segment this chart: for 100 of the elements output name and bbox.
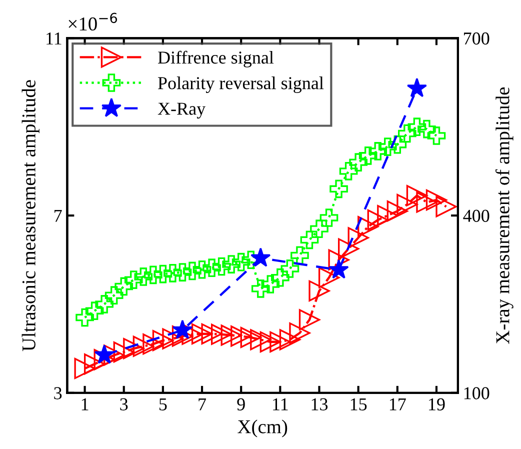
point bbox=[338, 238, 360, 260]
point bbox=[202, 258, 221, 278]
point bbox=[124, 270, 143, 289]
point bbox=[418, 120, 436, 138]
point bbox=[240, 326, 262, 348]
y2-tick-label: 700 bbox=[464, 32, 490, 45]
point bbox=[378, 138, 397, 156]
point bbox=[76, 308, 94, 327]
point bbox=[290, 246, 309, 265]
point bbox=[289, 322, 310, 344]
y2-axis-title: X-ray measurement of amplitude bbox=[495, 87, 514, 344]
point bbox=[348, 227, 369, 248]
point bbox=[386, 200, 408, 222]
x-tick-label: 11 bbox=[273, 398, 288, 410]
point bbox=[123, 338, 144, 360]
point bbox=[232, 252, 250, 272]
point bbox=[367, 209, 388, 231]
point bbox=[349, 153, 368, 172]
x-tick-label: 17 bbox=[390, 398, 406, 410]
point bbox=[95, 295, 114, 314]
point bbox=[416, 192, 438, 213]
point bbox=[94, 344, 114, 364]
x-tick-label: 5 bbox=[159, 398, 167, 410]
point bbox=[398, 124, 416, 143]
point bbox=[408, 118, 426, 136]
point bbox=[144, 266, 162, 284]
point bbox=[406, 185, 428, 206]
point bbox=[250, 329, 272, 350]
point bbox=[142, 334, 164, 355]
point bbox=[328, 259, 349, 279]
x-axis-title: X(cm) bbox=[238, 420, 288, 438]
point bbox=[270, 331, 291, 352]
y-tick-label: 7 bbox=[54, 210, 62, 222]
point bbox=[164, 264, 182, 282]
point bbox=[211, 324, 232, 345]
point bbox=[154, 264, 172, 284]
point bbox=[74, 358, 96, 380]
point bbox=[330, 180, 348, 198]
point bbox=[339, 162, 358, 180]
point bbox=[113, 342, 134, 363]
point bbox=[396, 194, 418, 215]
point bbox=[201, 323, 222, 344]
point bbox=[328, 249, 350, 270]
point bbox=[320, 208, 338, 227]
text: ×10$^{−6}$ bbox=[68, 12, 118, 31]
point bbox=[358, 146, 378, 165]
point bbox=[271, 268, 290, 287]
point bbox=[132, 336, 154, 357]
point bbox=[104, 286, 124, 304]
point bbox=[134, 268, 153, 286]
point bbox=[388, 135, 407, 154]
point bbox=[260, 331, 281, 352]
x-tick-label: 19 bbox=[429, 398, 445, 410]
point bbox=[426, 189, 448, 211]
point bbox=[222, 255, 240, 274]
x-tick-label: 3 bbox=[120, 398, 128, 410]
point bbox=[436, 196, 457, 218]
point bbox=[173, 263, 192, 282]
point bbox=[183, 262, 202, 280]
x-tick-label: 13 bbox=[312, 398, 328, 410]
point bbox=[212, 257, 231, 276]
legend-label: Diffrence signal bbox=[158, 50, 274, 68]
point bbox=[298, 309, 320, 330]
point bbox=[280, 260, 300, 278]
point bbox=[279, 329, 300, 350]
point bbox=[251, 280, 270, 298]
point bbox=[300, 230, 319, 250]
x-tick-label: 1 bbox=[82, 398, 88, 410]
point bbox=[85, 302, 104, 320]
point bbox=[427, 126, 446, 145]
point bbox=[152, 330, 174, 352]
x-tick-label: 7 bbox=[198, 398, 206, 410]
y2-tick-label: 100 bbox=[464, 387, 490, 400]
legend-label: X-Ray bbox=[158, 102, 206, 119]
point bbox=[230, 326, 252, 347]
point bbox=[191, 323, 213, 344]
legend-label: Polarity reversal signal bbox=[158, 76, 324, 93]
point bbox=[318, 267, 340, 288]
y-tick-label: 11 bbox=[46, 32, 62, 44]
point bbox=[114, 277, 134, 296]
point bbox=[406, 78, 428, 98]
x-tick-label: 9 bbox=[237, 398, 245, 410]
point bbox=[377, 204, 398, 226]
point bbox=[192, 260, 212, 279]
x-tick-label: 15 bbox=[350, 398, 367, 410]
point bbox=[84, 353, 106, 375]
point bbox=[261, 275, 280, 294]
point bbox=[358, 216, 379, 238]
y-tick-label: 3 bbox=[54, 387, 62, 400]
point bbox=[250, 248, 271, 267]
y2-tick-label: 400 bbox=[463, 210, 490, 222]
point bbox=[220, 324, 242, 346]
point bbox=[162, 328, 184, 350]
point bbox=[104, 344, 125, 366]
y-axis-title: Ultrasonic measurement amplitude bbox=[22, 80, 40, 352]
point bbox=[172, 320, 193, 339]
point bbox=[310, 220, 328, 238]
point bbox=[368, 142, 388, 160]
point bbox=[308, 280, 330, 302]
point bbox=[172, 326, 194, 347]
